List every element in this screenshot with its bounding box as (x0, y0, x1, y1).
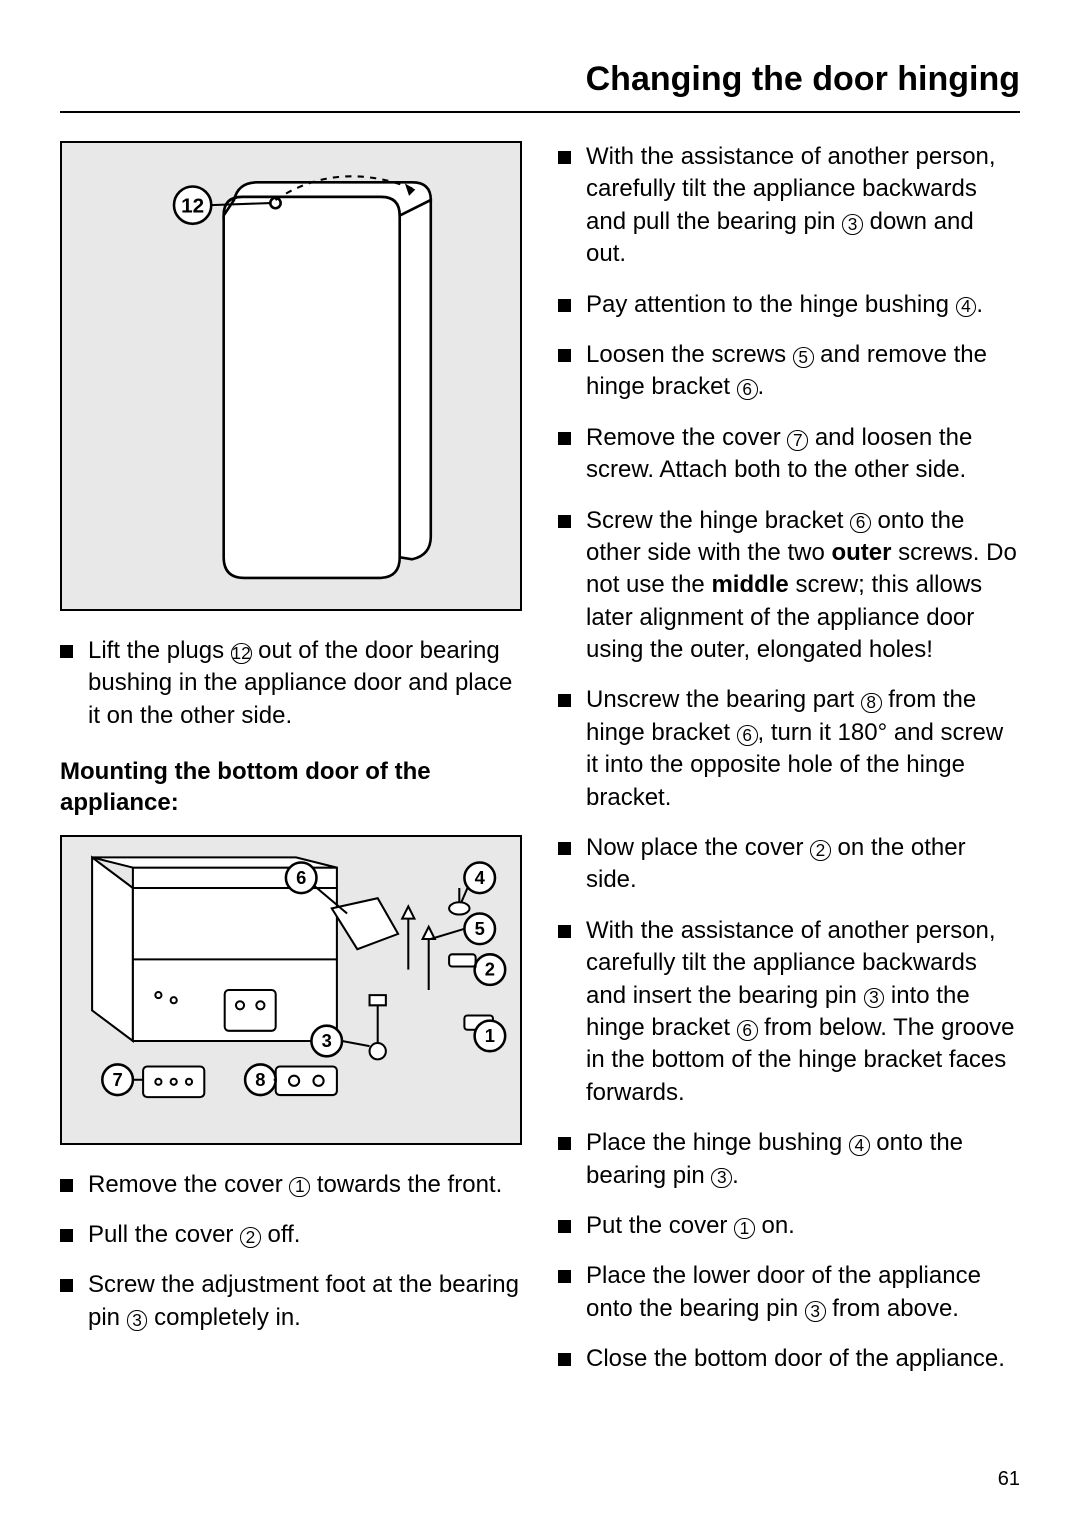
step-text: Pay attention to the hinge bushing 4. (558, 289, 1020, 321)
step-text: Unscrew the bearing part 8 from the hing… (558, 684, 1020, 814)
page-title: Changing the door hinging (60, 60, 1020, 113)
svg-text:4: 4 (475, 866, 486, 887)
svg-text:3: 3 (322, 1030, 332, 1051)
step-text: Pull the cover 2 off. (60, 1219, 522, 1251)
figure-bottom-hinge: 6 4 5 2 1 (60, 835, 522, 1145)
step-text: Place the hinge bushing 4 onto the beari… (558, 1127, 1020, 1192)
svg-text:7: 7 (112, 1068, 122, 1089)
step-text: Place the lower door of the appliance on… (558, 1260, 1020, 1325)
left-subhead: Mounting the bottom door of the applianc… (60, 756, 522, 818)
right-steps: With the assistance of another person, c… (558, 141, 1020, 1376)
figure-door-top: 12 (60, 141, 522, 611)
left-column: 12 Lift the plugs 12 out of the door bea… (60, 141, 522, 1400)
svg-text:2: 2 (485, 958, 495, 979)
svg-text:1: 1 (485, 1025, 495, 1046)
left-steps-2: Remove the cover 1 towards the front. Pu… (60, 1169, 522, 1335)
step-text: Close the bottom door of the appliance. (558, 1343, 1020, 1375)
svg-text:6: 6 (296, 866, 306, 887)
callout-12: 12 (181, 194, 204, 217)
step-text: Lift the plugs 12 out of the door bearin… (60, 635, 522, 732)
svg-text:8: 8 (255, 1068, 265, 1089)
step-text: With the assistance of another person, c… (558, 141, 1020, 271)
step-text: Now place the cover 2 on the other side. (558, 832, 1020, 897)
step-text: Remove the cover 1 towards the front. (60, 1169, 522, 1201)
step-text: Loosen the screws 5 and remove the hinge… (558, 339, 1020, 404)
step-text: Remove the cover 7 and loosen the screw.… (558, 422, 1020, 487)
step-text: Screw the adjustment foot at the bearing… (60, 1269, 522, 1334)
left-steps-1: Lift the plugs 12 out of the door bearin… (60, 635, 522, 732)
page-number: 61 (998, 1468, 1020, 1491)
step-text: Put the cover 1 on. (558, 1210, 1020, 1242)
svg-text:5: 5 (475, 917, 485, 938)
right-column: With the assistance of another person, c… (558, 141, 1020, 1400)
step-text: With the assistance of another person, c… (558, 915, 1020, 1109)
figure-door-top-svg: 12 (62, 143, 520, 609)
figure-bottom-hinge-svg: 6 4 5 2 1 (62, 837, 520, 1143)
content-columns: 12 Lift the plugs 12 out of the door bea… (60, 141, 1020, 1400)
step-text: Screw the hinge bracket 6 onto the other… (558, 505, 1020, 667)
